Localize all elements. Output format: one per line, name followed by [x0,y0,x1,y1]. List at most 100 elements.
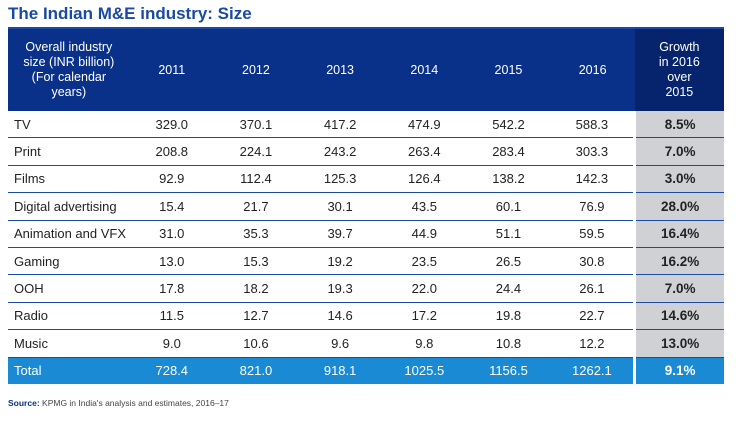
row-value: 31.0 [129,220,214,248]
industry-size-table: Overall industry size (INR billion) (For… [8,29,724,384]
row-value: 60.1 [466,192,551,221]
row-value: 126.4 [382,165,467,194]
row-value: 21.7 [213,192,299,221]
table-body: TV 329.0 370.1 417.2 474.9 542.2 588.3 8.5% Prin… [8,111,724,384]
header-year: 2013 [298,29,383,111]
row-value: 26.5 [466,247,551,276]
total-value: 1025.5 [382,357,467,384]
row-label: OOH [8,274,130,303]
row-label: TV [8,111,130,139]
header-growth-line: over [667,70,692,84]
row-value: 19.8 [466,302,551,331]
row-value: 92.9 [129,165,214,194]
header-year: 2014 [382,29,467,111]
row-growth: 7.0% [633,137,724,166]
row-value: 10.6 [213,329,299,358]
table-row: Print 208.8 224.1 243.2 263.4 283.4 303.3 7.0% [8,137,724,166]
row-growth: 3.0% [633,165,724,194]
total-value: 1156.5 [466,357,551,384]
row-value: 44.9 [382,220,467,248]
row-value: 138.2 [466,165,551,194]
row-value: 17.8 [129,274,214,303]
header-label: Overall industry size (INR billion) (For… [8,29,130,111]
row-value: 13.0 [129,247,214,276]
row-value: 43.5 [382,192,467,221]
row-value: 22.0 [382,274,467,303]
row-value: 14.6 [298,302,383,331]
row-value: 370.1 [213,111,299,139]
row-value: 283.4 [466,137,551,166]
header-label-line: Overall industry [25,40,113,54]
row-value: 18.2 [213,274,299,303]
header-year: 2011 [129,29,214,111]
row-value: 417.2 [298,111,383,139]
title-divider [8,27,724,29]
row-growth: 28.0% [633,192,724,221]
header-year: 2016 [550,29,635,111]
header-row: Overall industry size (INR billion) (For… [8,29,724,111]
row-value: 39.7 [298,220,383,248]
row-value: 9.6 [298,329,383,358]
row-label: Gaming [8,247,130,276]
row-value: 26.1 [550,274,635,303]
row-value: 51.1 [466,220,551,248]
row-value: 22.7 [550,302,635,331]
source-label: Source: [8,398,40,408]
total-row: Total 728.4 821.0 918.1 1025.5 1156.5 1262.1 9.… [8,357,724,384]
total-value: 821.0 [213,357,299,384]
row-value: 11.5 [129,302,214,331]
header-year: 2015 [466,29,551,111]
row-value: 588.3 [550,111,635,139]
total-value: 728.4 [129,357,214,384]
page-title: The Indian M&E industry: Size [8,4,252,23]
header-growth-line: in 2016 [658,55,700,69]
header-year: 2012 [213,29,299,111]
table-row: Music 9.0 10.6 9.6 9.8 10.8 12.2 13.0% [8,329,724,358]
row-value: 15.3 [213,247,299,276]
header-growth-line: Growth [659,40,700,54]
row-growth: 13.0% [633,329,724,358]
row-value: 224.1 [213,137,299,166]
header-label-line: (For calendar years) [31,70,107,99]
row-value: 9.8 [382,329,467,358]
row-value: 17.2 [382,302,467,331]
row-value: 9.0 [129,329,214,358]
row-label: Digital advertising [8,192,130,221]
row-growth: 7.0% [633,274,724,303]
row-label: Radio [8,302,130,331]
row-value: 19.2 [298,247,383,276]
row-value: 12.7 [213,302,299,331]
table-row: Digital advertising 15.4 21.7 30.1 43.5 60.1 7… [8,192,724,221]
row-value: 59.5 [550,220,635,248]
total-growth: 9.1% [633,357,724,384]
row-value: 23.5 [382,247,467,276]
row-value: 125.3 [298,165,383,194]
row-value: 35.3 [213,220,299,248]
source-text: KPMG in India's analysis and estimates, … [42,398,229,408]
row-value: 303.3 [550,137,635,166]
source-note: Source: KPMG in India's analysis and est… [8,398,229,408]
row-label: Animation and VFX [8,220,130,248]
row-value: 24.4 [466,274,551,303]
row-value: 76.9 [550,192,635,221]
row-growth: 14.6% [633,302,724,331]
row-value: 263.4 [382,137,467,166]
row-growth: 16.2% [633,247,724,276]
row-value: 30.8 [550,247,635,276]
total-label: Total [8,357,130,384]
row-growth: 8.5% [633,111,724,139]
row-value: 19.3 [298,274,383,303]
table-row: Gaming 13.0 15.3 19.2 23.5 26.5 30.8 16.2% [8,247,724,276]
table-row: TV 329.0 370.1 417.2 474.9 542.2 588.3 8.5% [8,111,724,139]
total-value: 1262.1 [550,357,635,384]
header-label-line: size (INR billion) [23,55,115,69]
row-value: 142.3 [550,165,635,194]
row-label: Print [8,137,130,166]
row-value: 15.4 [129,192,214,221]
table-row: OOH 17.8 18.2 19.3 22.0 24.4 26.1 7.0% [8,274,724,303]
table-row: Animation and VFX 31.0 35.3 39.7 44.9 51.1 59.… [8,220,724,248]
total-value: 918.1 [298,357,383,384]
table-row: Films 92.9 112.4 125.3 126.4 138.2 142.3 3.0% [8,165,724,194]
row-value: 30.1 [298,192,383,221]
row-value: 243.2 [298,137,383,166]
